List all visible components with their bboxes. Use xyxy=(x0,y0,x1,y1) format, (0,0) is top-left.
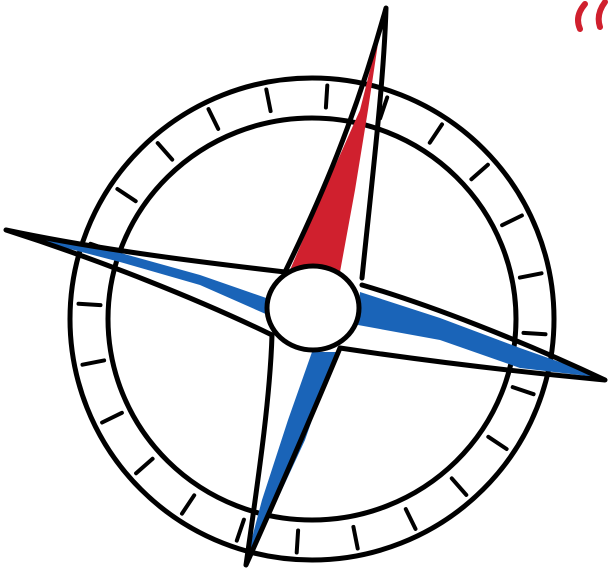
ring-tick xyxy=(76,301,103,308)
inner-ring xyxy=(105,115,519,523)
ring-tick xyxy=(517,271,544,280)
compass-arm-fills xyxy=(20,30,605,553)
ring-tick xyxy=(80,358,107,367)
corner-accent-mark xyxy=(574,0,608,32)
east-arm-fill xyxy=(358,292,605,378)
ring-tick xyxy=(206,107,221,131)
ring-tick xyxy=(449,476,469,497)
compass-center-hub xyxy=(264,263,362,353)
outer-ring xyxy=(67,75,557,563)
ring-tick xyxy=(294,528,301,555)
ring-tick xyxy=(427,122,444,145)
ring-tick xyxy=(134,456,155,476)
ring-tick xyxy=(180,493,197,516)
ring-tick xyxy=(403,507,418,531)
ring-tick xyxy=(510,385,536,397)
ring-tick xyxy=(234,517,246,543)
ring-tick-marks xyxy=(76,83,548,555)
ring-tick xyxy=(115,187,138,204)
ring-tick xyxy=(486,434,509,451)
compass-star-outline xyxy=(3,5,608,568)
ring-tick xyxy=(264,87,273,114)
ring-tick xyxy=(469,162,490,182)
ring-tick xyxy=(500,213,524,228)
ring-tick xyxy=(155,141,175,162)
north-arm-fill xyxy=(290,30,380,272)
ring-tick xyxy=(521,330,548,337)
south-arm-fill xyxy=(248,352,336,553)
ring-tick xyxy=(100,410,124,425)
ring-tick xyxy=(351,524,360,551)
ring-tick xyxy=(378,95,390,121)
ring-tick xyxy=(323,83,330,110)
